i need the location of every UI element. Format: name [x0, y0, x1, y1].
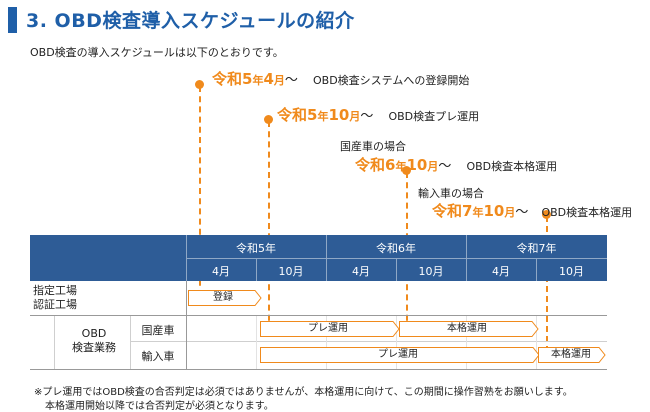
milestone-r5-10: 令和5年10月～ OBD検査プレ運用 — [277, 106, 480, 124]
month-header: 4月 — [492, 265, 510, 278]
title-accent-bar — [8, 7, 17, 33]
bar-import-pre: プレ運用 — [260, 347, 540, 363]
milestone-r7-10: 令和7年10月～ OBD検査本格運用 — [432, 202, 633, 220]
milestone-text: OBD検査システムへの登録開始 — [313, 74, 470, 87]
row-label-obd-group: OBD 検査業務 — [72, 327, 116, 354]
schedule-body — [30, 281, 607, 370]
row-label-import: 輸入車 — [141, 350, 175, 363]
milestone-text: OBD検査プレ運用 — [388, 110, 480, 123]
milestone-text: OBD検査本格運用 — [541, 206, 633, 219]
timeline-dot-r7-10 — [542, 210, 551, 219]
milestone-r5-4: 令和5年4月～ OBD検査システムへの登録開始 — [212, 70, 470, 88]
timeline-line-r5-4 — [199, 86, 201, 296]
grid-line — [536, 316, 537, 369]
row-label-factory: 指定工場 認証工場 — [33, 284, 77, 311]
timeline-dot-r6-10 — [402, 166, 411, 175]
grid-line — [326, 316, 327, 369]
milestone-r6-10: 令和6年10月～ OBD検査本格運用 — [355, 156, 558, 174]
month-header: 4月 — [352, 265, 370, 278]
timeline-dot-r5-10 — [264, 115, 273, 124]
bar-import-full: 本格運用 — [538, 347, 606, 363]
year-header: 令和6年 — [376, 242, 416, 255]
grid-line — [396, 316, 397, 369]
page-title: 3. OBD検査導入スケジュールの紹介 — [26, 10, 355, 32]
header-vline — [256, 258, 257, 281]
timeline-line-r5-10 — [268, 121, 270, 331]
month-header: 10月 — [559, 265, 584, 278]
year-header: 令和5年 — [236, 242, 276, 255]
timeline-line-r7-10 — [546, 216, 548, 362]
bar-registration: 登録 — [188, 290, 262, 306]
milestone-sub-domestic: 国産車の場合 — [340, 140, 406, 153]
milestone-date: 令和5年10月 — [277, 106, 361, 124]
grid-line — [466, 316, 467, 369]
col-divider — [186, 281, 187, 369]
note-line-1: ※プレ運用ではOBD検査の合否判定は必須ではありませんが、本格運用に向けて、この… — [34, 387, 573, 398]
grid-line — [256, 316, 257, 369]
milestone-text: OBD検査本格運用 — [466, 160, 558, 173]
milestone-date: 令和5年4月 — [212, 70, 285, 88]
month-header: 4月 — [212, 265, 230, 278]
row-label-domestic: 国産車 — [141, 324, 175, 337]
row-divider — [30, 315, 607, 316]
milestone-date: 令和6年10月 — [355, 156, 439, 174]
header-vline — [536, 258, 537, 281]
timeline-dot-r5-4 — [195, 80, 204, 89]
year-header: 令和7年 — [516, 242, 557, 255]
intro-text: OBD検査の導入スケジュールは以下のとおりです。 — [30, 46, 284, 59]
header-vline — [186, 235, 187, 281]
col-divider — [130, 316, 131, 369]
month-header: 10月 — [418, 265, 444, 278]
note-line-2: 本格運用開始以降では合否判定が必須となります。 — [45, 401, 274, 412]
milestone-date: 令和7年10月 — [432, 202, 516, 220]
header-vline — [396, 258, 397, 281]
header-vline — [466, 235, 467, 281]
header-vline — [326, 235, 327, 281]
milestone-sub-import: 輸入車の場合 — [418, 187, 484, 200]
month-header: 10月 — [278, 265, 304, 278]
bar-domestic-pre: プレ運用 — [260, 321, 400, 337]
bar-domestic-full: 本格運用 — [399, 321, 539, 337]
row-divider — [130, 341, 607, 342]
col-divider — [54, 316, 55, 369]
